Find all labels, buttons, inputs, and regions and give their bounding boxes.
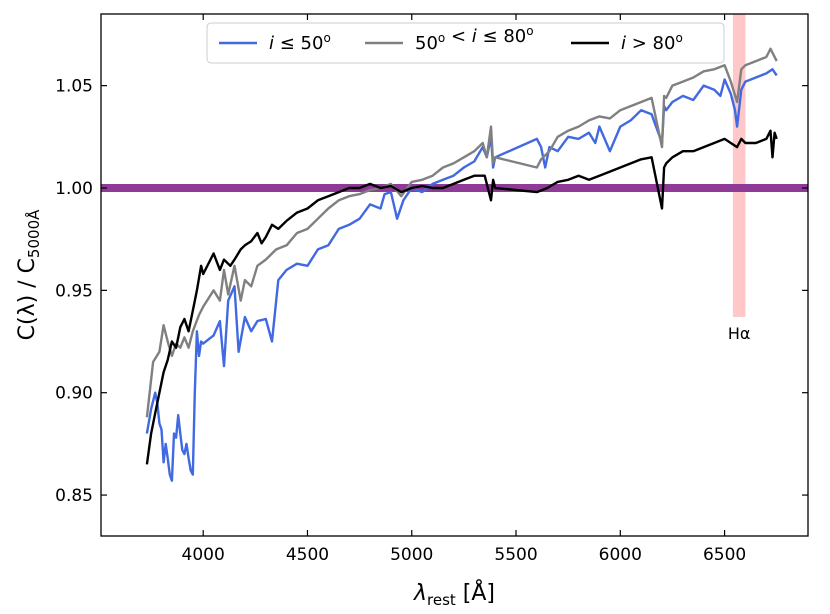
halpha-label: Hα [728,324,751,343]
legend-label-2: i > 80o [621,31,683,54]
legend-label-1: 50o < i ≤ 80o [415,24,534,54]
legend-label-0: i ≤ 50o [269,31,331,54]
series-line-2 [145,129,778,465]
y-axis-label: C(λ) / C5000Å [15,209,43,340]
x-tick-label: 5500 [494,545,537,565]
axes-layer: 4000 4500 5000 5500 6000 6500 0.85 0.90 0.95 1.00… [15,13,809,609]
y-tick-label: 1.00 [55,179,93,199]
y-tick-label: 0.85 [55,486,93,506]
legend-box [206,22,725,64]
plot-frame [100,13,809,537]
x-tick-label: 4000 [182,545,225,565]
y-tick-label: 0.90 [55,384,93,404]
series-layer [145,47,778,482]
x-tick-label: 6500 [703,545,746,565]
x-tick-label: 6000 [599,545,642,565]
series-line-1 [145,47,778,418]
y-tick-label: 1.05 [55,77,93,97]
series-line-0 [145,68,778,482]
halpha-band [732,14,746,317]
x-axis-label: λrest [Å] [413,579,495,609]
y-tick-label: 0.95 [55,281,93,301]
x-tick-label: 5000 [390,545,433,565]
legend: i ≤ 50o 50o < i ≤ 80o i > 80o [206,22,725,64]
x-tick-label: 4500 [286,545,329,565]
